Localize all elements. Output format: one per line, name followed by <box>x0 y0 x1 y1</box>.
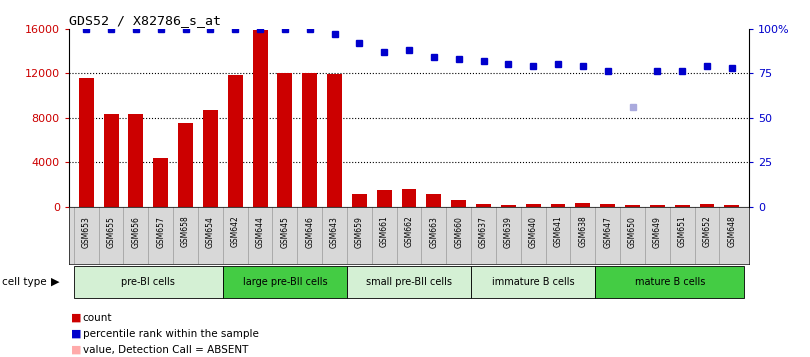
Text: pre-BI cells: pre-BI cells <box>122 277 175 287</box>
Text: GSM644: GSM644 <box>256 216 265 247</box>
Text: GSM640: GSM640 <box>529 216 538 247</box>
Text: GSM641: GSM641 <box>553 216 562 247</box>
Text: GSM643: GSM643 <box>330 216 339 247</box>
Bar <box>675 205 689 207</box>
Bar <box>402 189 416 207</box>
Text: mature B cells: mature B cells <box>634 277 705 287</box>
Bar <box>228 75 243 207</box>
Bar <box>74 266 223 298</box>
Text: ▶: ▶ <box>51 277 59 287</box>
Bar <box>526 204 540 207</box>
Text: percentile rank within the sample: percentile rank within the sample <box>83 329 258 339</box>
Bar <box>551 204 565 207</box>
Text: GSM639: GSM639 <box>504 216 513 247</box>
Bar <box>600 204 615 207</box>
Bar <box>278 73 292 207</box>
Bar <box>700 204 714 207</box>
Bar <box>501 205 516 207</box>
Text: GSM652: GSM652 <box>702 216 711 247</box>
Bar <box>223 266 347 298</box>
Bar <box>575 203 590 207</box>
Bar <box>377 190 392 207</box>
Bar <box>426 193 441 207</box>
Bar <box>595 266 744 298</box>
Text: GSM647: GSM647 <box>603 216 612 247</box>
Bar <box>451 200 467 207</box>
Bar <box>79 78 94 207</box>
Text: GSM645: GSM645 <box>280 216 289 247</box>
Text: GSM638: GSM638 <box>578 216 587 247</box>
Bar <box>625 205 640 207</box>
Bar <box>253 30 267 207</box>
Text: GSM650: GSM650 <box>628 216 637 247</box>
Bar <box>471 266 595 298</box>
Bar <box>352 193 367 207</box>
Text: count: count <box>83 313 112 323</box>
Text: GSM637: GSM637 <box>479 216 488 247</box>
Text: GSM656: GSM656 <box>131 216 140 247</box>
Text: value, Detection Call = ABSENT: value, Detection Call = ABSENT <box>83 345 248 355</box>
Bar <box>129 115 143 207</box>
Text: GSM661: GSM661 <box>380 216 389 247</box>
Text: GSM660: GSM660 <box>454 216 463 247</box>
Text: GSM653: GSM653 <box>82 216 91 247</box>
Bar <box>203 110 218 207</box>
Text: GSM659: GSM659 <box>355 216 364 247</box>
Text: ■: ■ <box>71 313 82 323</box>
Text: GSM654: GSM654 <box>206 216 215 247</box>
Text: GSM657: GSM657 <box>156 216 165 247</box>
Bar <box>327 74 342 207</box>
Bar <box>650 205 665 207</box>
Text: GSM651: GSM651 <box>678 216 687 247</box>
Text: ■: ■ <box>71 329 82 339</box>
Bar <box>347 266 471 298</box>
Text: GSM655: GSM655 <box>107 216 116 247</box>
Text: small pre-BII cells: small pre-BII cells <box>366 277 452 287</box>
Bar <box>104 115 118 207</box>
Bar <box>476 204 491 207</box>
Text: large pre-BII cells: large pre-BII cells <box>242 277 327 287</box>
Text: GDS52 / X82786_s_at: GDS52 / X82786_s_at <box>69 14 221 27</box>
Text: GSM663: GSM663 <box>429 216 438 247</box>
Text: immature B cells: immature B cells <box>492 277 574 287</box>
Text: GSM649: GSM649 <box>653 216 662 247</box>
Bar <box>178 124 193 207</box>
Text: GSM642: GSM642 <box>231 216 240 247</box>
Text: GSM658: GSM658 <box>181 216 190 247</box>
Text: ■: ■ <box>71 345 82 355</box>
Bar <box>724 205 740 207</box>
Bar <box>153 158 168 207</box>
Text: GSM646: GSM646 <box>305 216 314 247</box>
Text: GSM662: GSM662 <box>404 216 414 247</box>
Bar <box>302 73 318 207</box>
Text: cell type: cell type <box>2 277 46 287</box>
Text: GSM648: GSM648 <box>727 216 736 247</box>
